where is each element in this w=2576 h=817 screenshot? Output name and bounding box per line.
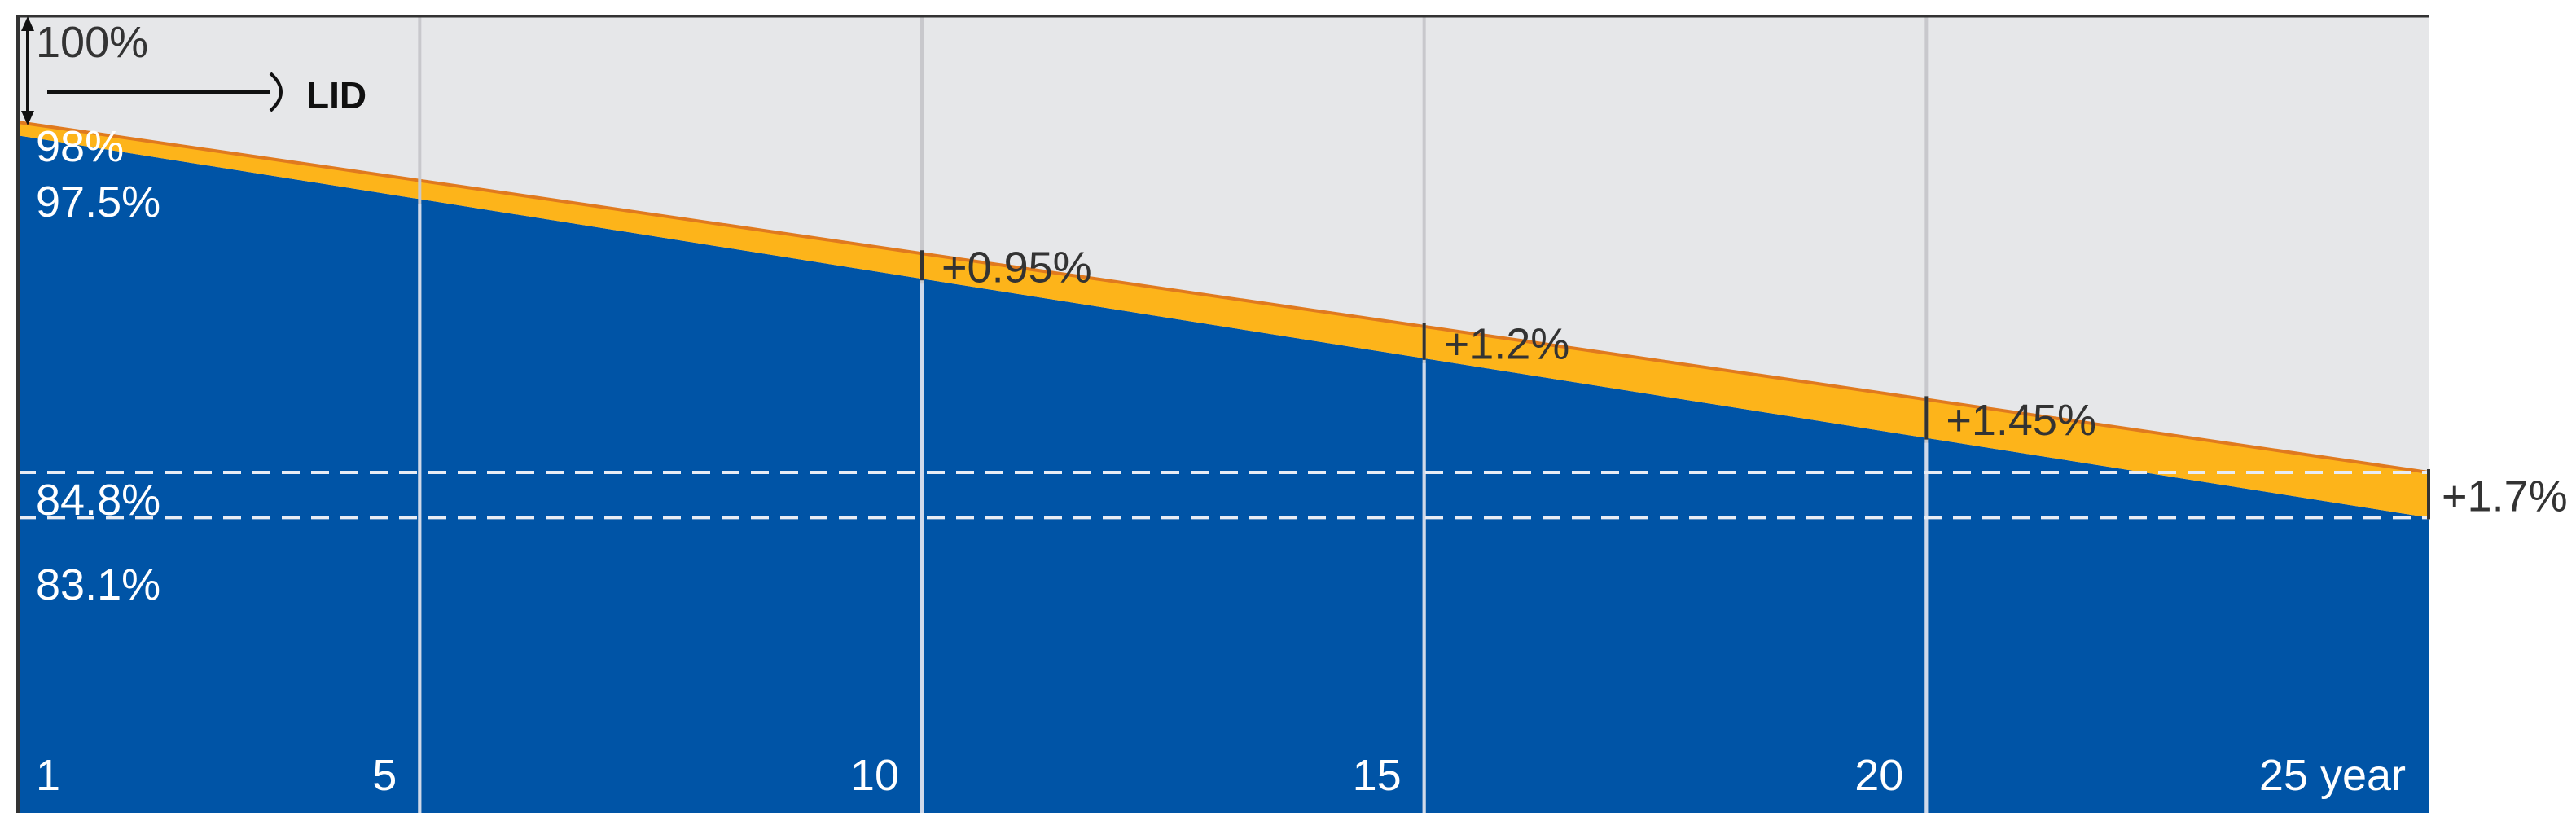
label-end-total: 84.8% <box>36 476 160 525</box>
lid-label: LID <box>306 74 366 116</box>
gain-label-20: +1.45% <box>1946 396 2096 445</box>
gain-label-15: +1.2% <box>1444 319 1570 368</box>
x-tick-labels: 1 5 10 15 20 25 year <box>36 751 2406 800</box>
label-after-lid: 98% <box>36 122 124 171</box>
x-tick-label-15: 15 <box>1353 751 1402 800</box>
label-start-total: 100% <box>36 18 148 67</box>
x-tick-label-10: 10 <box>850 751 899 800</box>
gain-label-10: +0.95% <box>941 244 1092 292</box>
gain-band <box>18 122 2429 518</box>
gain-label-25: +1.7% <box>2442 472 2568 521</box>
x-tick-label-25: 25 year <box>2259 751 2406 800</box>
arrow-down-head-icon <box>21 111 34 125</box>
lid-annotation: LID <box>21 16 366 125</box>
x-tick-label-20: 20 <box>1854 751 1903 800</box>
label-guaranteed-start: 97.5% <box>36 178 160 226</box>
x-tick-label-1: 1 <box>36 751 60 800</box>
label-guaranteed-end: 83.1% <box>36 560 160 609</box>
arrow-right-head-icon <box>269 72 283 112</box>
gain-markers <box>920 250 2430 520</box>
guaranteed-area <box>18 135 2429 814</box>
x-tick-label-5: 5 <box>372 751 397 800</box>
gain-labels: +0.95% +1.2% +1.45% +1.7% <box>941 244 2568 521</box>
arrow-up-head-icon <box>21 16 34 31</box>
reference-lines <box>18 471 2429 520</box>
